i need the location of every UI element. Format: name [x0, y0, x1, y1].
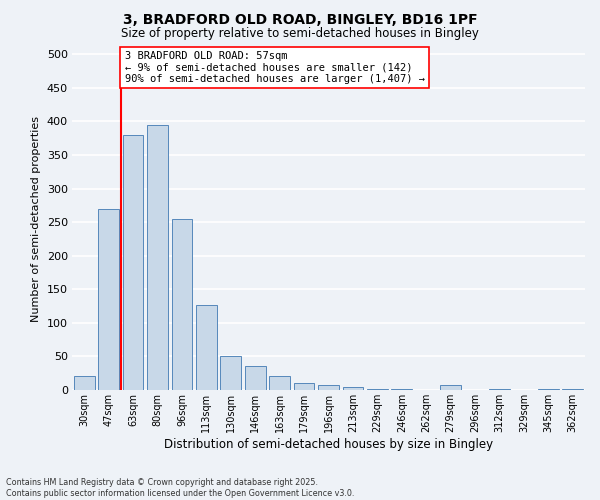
Bar	[269, 376, 290, 390]
Bar	[318, 386, 339, 390]
Bar	[489, 388, 510, 390]
Y-axis label: Number of semi-detached properties: Number of semi-detached properties	[31, 116, 41, 322]
Bar	[172, 220, 193, 390]
Text: Contains HM Land Registry data © Crown copyright and database right 2025.
Contai: Contains HM Land Registry data © Crown c…	[6, 478, 355, 498]
Bar	[367, 388, 388, 390]
Bar	[147, 126, 168, 390]
Bar	[343, 386, 364, 390]
X-axis label: Distribution of semi-detached houses by size in Bingley: Distribution of semi-detached houses by …	[164, 438, 493, 450]
Text: 3, BRADFORD OLD ROAD, BINGLEY, BD16 1PF: 3, BRADFORD OLD ROAD, BINGLEY, BD16 1PF	[122, 12, 478, 26]
Bar	[74, 376, 95, 390]
Bar	[440, 386, 461, 390]
Bar	[562, 388, 583, 390]
Bar	[220, 356, 241, 390]
Bar	[293, 384, 314, 390]
Bar	[245, 366, 266, 390]
Text: Size of property relative to semi-detached houses in Bingley: Size of property relative to semi-detach…	[121, 28, 479, 40]
Text: 3 BRADFORD OLD ROAD: 57sqm
← 9% of semi-detached houses are smaller (142)
90% of: 3 BRADFORD OLD ROAD: 57sqm ← 9% of semi-…	[125, 51, 425, 84]
Bar	[122, 136, 143, 390]
Bar	[98, 208, 119, 390]
Bar	[196, 306, 217, 390]
